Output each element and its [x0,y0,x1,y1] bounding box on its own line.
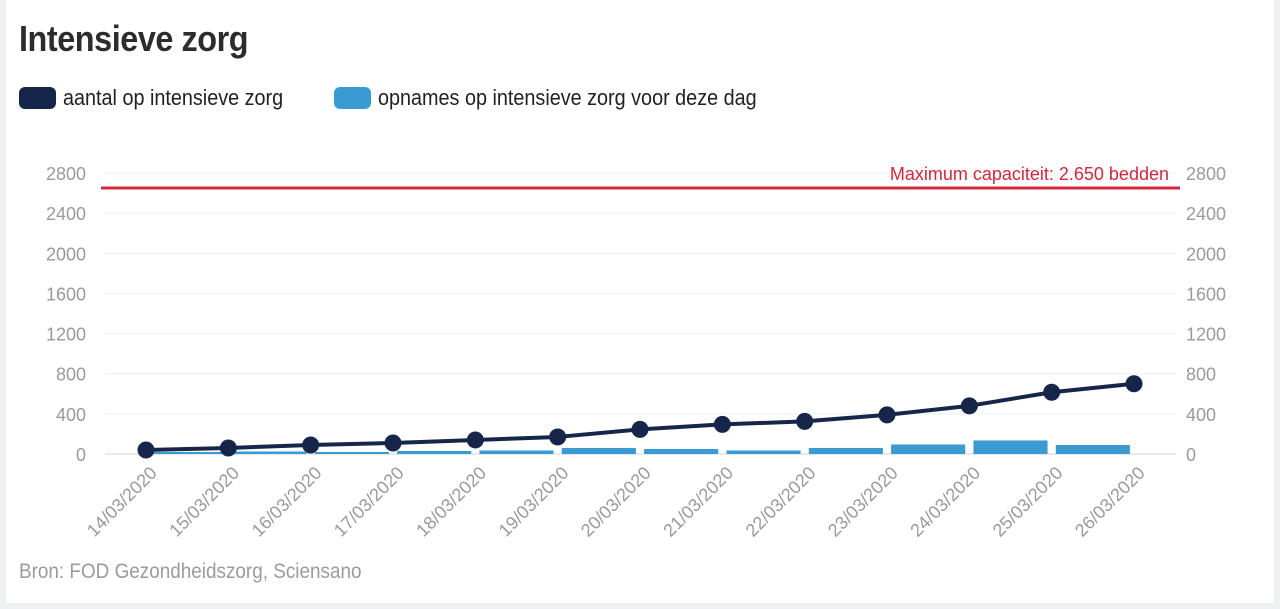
line-icu-count [145,381,1135,452]
legend-label-icu-admissions: opnames op intensieve zorg voor deze dag [377,85,757,110]
y-tick-label-left: 0 [76,445,86,465]
y-tick-label-left: 1200 [46,325,86,345]
point-icu-count [713,415,731,433]
point-icu-count [137,441,155,459]
bar-icu-admissions [644,448,719,454]
point-icu-count [631,420,649,438]
point-icu-count [549,428,567,446]
bar-icu-admissions [232,451,307,454]
bar-icu-admissions [314,451,389,454]
y-tick-label-right: 400 [1186,405,1216,425]
x-tick-label: 21/03/2020 [659,463,737,541]
bar-icu-admissions [973,440,1048,454]
bar-series-icu-admissions [150,440,1130,454]
point-icu-count [878,406,896,424]
x-tick-label: 25/03/2020 [989,463,1067,541]
bar-icu-admissions [561,447,636,454]
x-tick-label: 17/03/2020 [330,463,408,541]
x-tick-label: 16/03/2020 [248,463,326,541]
y-tick-label-left: 2400 [46,204,86,224]
y-tick-label-left: 2000 [46,244,86,264]
point-icu-count [466,431,484,449]
chart-legend: aantal op intensieve zorg opnames op int… [19,85,824,111]
bar-icu-admissions [726,450,801,454]
point-icu-count [302,436,320,454]
capacity-reference: Maximum capaciteit: 2.650 bedden [101,164,1180,190]
bar-icu-admissions [1055,444,1130,454]
x-tick-label: 14/03/2020 [83,463,161,541]
y-tick-label-right: 1200 [1186,325,1226,345]
x-tick-label: 19/03/2020 [495,463,573,541]
bar-icu-admissions [397,450,472,454]
grid-lines [105,172,1176,455]
y-tick-label-right: 1600 [1186,284,1226,304]
y-tick-label-left: 800 [56,365,86,385]
point-icu-count [1043,383,1061,401]
legend-swatch-icu-count [19,87,56,109]
x-tick-label: 23/03/2020 [824,463,902,541]
x-tick-label: 20/03/2020 [577,463,655,541]
y-tick-label-right: 2400 [1186,204,1226,224]
y-tick-label-right: 2000 [1186,244,1226,264]
y-tick-label-left: 400 [56,405,86,425]
right-axis: 0 400 800 1200 1600 2000 2400 2800 [1186,164,1226,465]
legend-item-icu-admissions[interactable]: opnames op intensieve zorg voor deze dag [333,85,799,111]
chart-card [6,0,1274,603]
bar-icu-admissions [479,450,554,454]
legend-item-icu-count[interactable]: aantal op intensieve zorg [19,85,308,111]
x-axis-labels: 14/03/2020 15/03/2020 16/03/2020 17/03/2020… [83,463,1149,541]
y-tick-label-right: 800 [1186,365,1216,385]
y-tick-label-left: 2800 [46,164,86,184]
capacity-label: Maximum capaciteit: 2.650 bedden [890,164,1169,184]
point-icu-count [1125,375,1143,393]
bar-icu-admissions [891,444,966,454]
bar-icu-admissions [150,452,225,454]
x-tick-label: 26/03/2020 [1071,463,1149,541]
y-tick-label-right: 2800 [1186,164,1226,184]
source-note: Bron: FOD Gezondheidszorg, Sciensano [19,560,362,583]
point-icu-count [796,412,814,430]
bar-icu-admissions [808,447,883,454]
left-axis: 0 400 800 1200 1600 2000 2400 2800 [46,164,86,465]
point-icu-count [960,397,978,415]
point-icu-count [219,439,237,457]
x-tick-label: 24/03/2020 [906,463,984,541]
line-series-icu-count [137,375,1143,459]
x-tick-label: 22/03/2020 [742,463,820,541]
legend-label-icu-count: aantal op intensieve zorg [63,85,284,110]
chart-plot: 0 400 800 1200 1600 2000 2400 2800 0 400 800 1200 1… [46,164,1226,541]
chart-title: Intensieve zorg [19,18,249,59]
x-tick-label: 15/03/2020 [165,463,243,541]
y-tick-label-left: 1600 [46,284,86,304]
legend-swatch-icu-admissions [333,87,371,109]
y-tick-label-right: 0 [1186,445,1196,465]
point-icu-count [384,434,402,452]
x-tick-label: 18/03/2020 [412,463,490,541]
